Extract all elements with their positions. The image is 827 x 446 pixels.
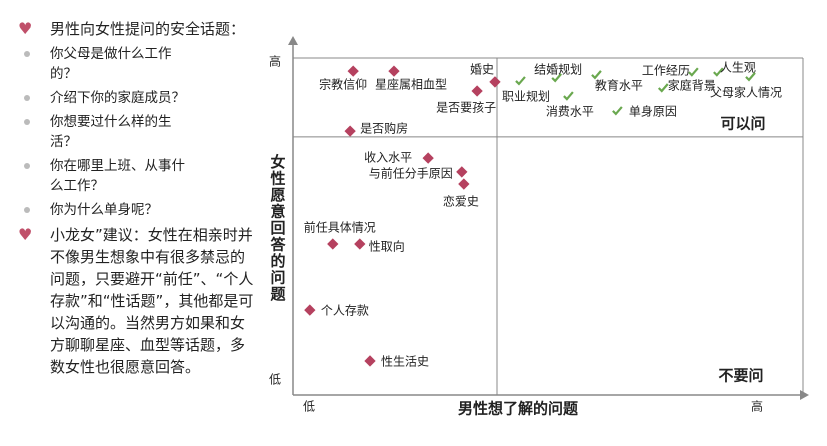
bullet-text: 小龙女”建议：女性在相亲时并不像男生想象中有很多禁忌的问题，只要避开“前任”、“…: [14, 224, 254, 378]
check-marker: [713, 67, 724, 77]
point-label: 星座属相血型: [375, 77, 447, 92]
diamond-marker: [489, 76, 501, 88]
point-label: 宗教信仰: [319, 77, 367, 92]
text-panel: 男性向女性提问的安全话题： 你父母是做什么工作的？ 介绍下你的家庭成员？ 你想要过什么…: [14, 18, 254, 382]
diamond-marker: [304, 304, 316, 316]
y-tick-label: 高: [269, 54, 281, 69]
y-tick-label: 低: [269, 373, 281, 387]
check-marker: [591, 70, 602, 80]
quadrant-label: 不要问: [718, 367, 763, 385]
quadrant-label: 可以问: [720, 115, 765, 133]
sub-item: 你为什么单身呢？: [14, 200, 190, 220]
diamond-marker: [364, 355, 376, 367]
diamond-marker: [456, 166, 468, 178]
check-marker: [688, 67, 699, 77]
diamond-marker: [344, 125, 356, 137]
sub-list: 你父母是做什么工作的？ 介绍下你的家庭成员？ 你想要过什么样的生活？ 你在哪里上班、从…: [14, 44, 254, 220]
x-tick-label: 高: [751, 399, 763, 414]
point-label: 个人存款: [321, 304, 369, 318]
point-label: 工作经历: [642, 64, 690, 78]
check-marker: [515, 76, 526, 86]
sub-item: 介绍下你的家庭成员？: [14, 88, 190, 108]
check-marker: [657, 83, 669, 93]
point-label: 单身原因: [629, 103, 677, 118]
point-label: 职业规划: [502, 88, 550, 103]
diamond-marker: [354, 238, 366, 250]
check-marker: [563, 91, 574, 101]
point-label: 婚史: [470, 62, 494, 76]
diamond-marker: [327, 238, 339, 250]
point-label: 是否购房: [360, 121, 408, 136]
x-axis-title: 男性想了解的问题: [458, 400, 579, 418]
y-axis-title: 女性愿意回答的问题: [270, 153, 286, 303]
x-tick-label: 低: [303, 400, 315, 414]
point-label: 人生观: [720, 61, 756, 75]
check-marker: [745, 72, 756, 82]
diamond-marker: [388, 65, 400, 77]
point-label: 消费水平: [546, 105, 594, 119]
point-label: 性取向: [369, 239, 405, 254]
point-label: 父母家人情况: [710, 84, 782, 99]
point-label: 性生活史: [381, 354, 429, 368]
sub-item: 你想要过什么样的生活？: [14, 112, 190, 152]
point-label: 前任具体情况: [304, 220, 376, 235]
sub-item: 你在哪里上班、从事什么工作？: [14, 156, 190, 196]
point-label: 结婚规划: [534, 61, 582, 76]
point-label: 收入水平: [364, 151, 412, 165]
point-label: 教育水平: [595, 77, 643, 92]
bullet-text: 男性向女性提问的安全话题：: [14, 18, 254, 40]
point-label: 恋爱史: [443, 194, 479, 209]
point-label: 家庭背景: [668, 77, 716, 92]
point-label: 是否要孩子: [436, 101, 496, 115]
diamond-marker: [458, 178, 470, 190]
y-arrow: [288, 36, 298, 45]
diamond-marker: [422, 152, 434, 164]
check-marker: [612, 106, 623, 116]
diamond-marker: [471, 85, 483, 97]
sub-item: 你父母是做什么工作的？: [14, 44, 190, 84]
diamond-marker: [347, 65, 359, 77]
check-marker: [551, 73, 562, 83]
point-label: 与前任分手原因: [369, 165, 453, 180]
x-arrow: [800, 390, 809, 400]
